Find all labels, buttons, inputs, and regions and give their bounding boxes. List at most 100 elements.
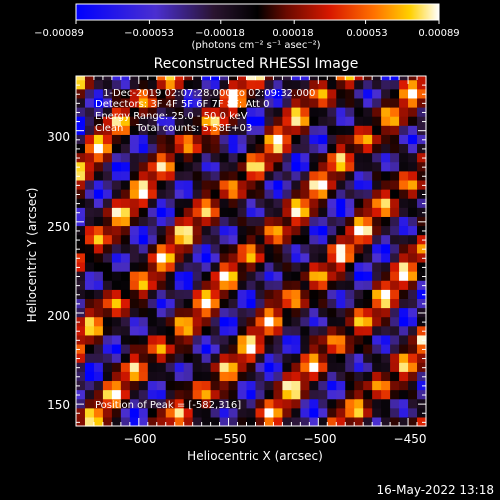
heatmap-cell: [129, 79, 140, 90]
heatmap-cell: [390, 79, 400, 90]
heatmap-cell: [76, 261, 86, 272]
heatmap-cell: [237, 416, 248, 427]
heatmap-cell: [390, 407, 400, 418]
heatmap-cell: [84, 380, 95, 391]
heatmap-cell: [327, 416, 337, 427]
heatmap-cell: [354, 207, 364, 217]
heatmap-cell: [327, 271, 337, 281]
heatmap-cell: [183, 307, 194, 318]
heatmap-cell: [120, 243, 131, 254]
heatmap-cell: [399, 198, 409, 208]
heatmap-cell: [228, 353, 239, 363]
heatmap-cell: [372, 371, 382, 382]
heatmap-cell: [363, 179, 373, 190]
heatmap-cell: [381, 134, 391, 145]
heatmap-cell: [201, 143, 212, 154]
heatmap-cell: [237, 398, 248, 409]
heatmap-cell: [76, 380, 86, 391]
heatmap-cell: [138, 97, 149, 108]
heatmap-cell: [408, 343, 418, 354]
heatmap-cell: [111, 170, 122, 181]
heatmap-cell: [147, 380, 158, 391]
heatmap-cell: [192, 325, 203, 336]
heatmap-cell: [76, 134, 86, 145]
heatmap-cell: [210, 216, 221, 227]
heatmap-cell: [237, 289, 248, 299]
heatmap-cell: [363, 316, 373, 327]
heatmap-cell: [93, 261, 104, 272]
heatmap-cell: [129, 252, 140, 263]
heatmap-cell: [120, 79, 131, 90]
heatmap-cell: [309, 343, 319, 354]
heatmap-cell: [228, 398, 239, 409]
heatmap-cell: [417, 325, 427, 336]
heatmap-cell: [363, 76, 373, 81]
heatmap-cell: [192, 353, 203, 363]
heatmap-cell: [417, 316, 427, 327]
heatmap-cell: [282, 334, 292, 345]
heatmap-cell: [318, 88, 328, 99]
heatmap-cell: [390, 334, 400, 345]
heatmap-cell: [174, 179, 185, 190]
heatmap-cell: [76, 170, 86, 181]
heatmap-cell: [372, 161, 382, 172]
heatmap-cell: [246, 261, 257, 272]
heatmap-cell: [282, 179, 292, 190]
heatmap-cell: [183, 234, 194, 245]
heatmap-cell: [309, 307, 319, 318]
heatmap-cell: [336, 243, 346, 254]
heatmap-cell: [129, 76, 140, 81]
heatmap-cell: [129, 234, 140, 245]
heatmap-cell: [354, 225, 364, 236]
heatmap-cell: [120, 271, 131, 281]
heatmap-cell: [399, 76, 409, 81]
heatmap-cell: [228, 252, 239, 263]
heatmap-cell: [399, 234, 409, 245]
heatmap-cell: [255, 389, 266, 400]
heatmap-cell: [255, 243, 266, 254]
heatmap-cell: [282, 353, 292, 363]
heatmap-cell: [93, 325, 104, 336]
heatmap-cell: [138, 389, 149, 400]
heatmap-cell: [318, 225, 328, 236]
heatmap-cell: [156, 371, 167, 382]
heatmap-cell: [219, 189, 230, 199]
heatmap-cell: [336, 179, 346, 190]
heatmap-cell: [102, 416, 113, 427]
heatmap-cell: [111, 343, 122, 354]
heatmap-cell: [210, 398, 221, 409]
heatmap-cell: [336, 116, 346, 126]
heatmap-cell: [381, 334, 391, 345]
heatmap-cell: [237, 143, 248, 154]
heatmap-cell: [408, 161, 418, 172]
heatmap-cell: [174, 325, 185, 336]
heatmap-cell: [138, 307, 149, 318]
heatmap-cell: [282, 371, 292, 382]
heatmap-cell: [309, 371, 319, 382]
y-tick-label-0: 150: [47, 398, 70, 412]
heatmap-cell: [120, 225, 131, 236]
heatmap-cell: [336, 307, 346, 318]
heatmap-cell: [156, 76, 167, 81]
heatmap-cell: [120, 380, 131, 391]
heatmap-cell: [93, 234, 104, 245]
heatmap-cell: [354, 362, 364, 372]
heatmap-cell: [219, 152, 230, 163]
heatmap-cell: [237, 170, 248, 181]
heatmap-cell: [408, 261, 418, 272]
heatmap-cell: [201, 407, 212, 418]
heatmap-cell: [309, 325, 319, 336]
heatmap-cell: [93, 161, 104, 172]
heatmap-cell: [102, 116, 113, 126]
heatmap-cell: [219, 289, 230, 299]
heatmap-cell: [336, 88, 346, 99]
heatmap-cell: [291, 116, 301, 126]
heatmap-cell: [417, 289, 427, 299]
heatmap-cell: [273, 334, 284, 345]
heatmap-cell: [372, 106, 382, 117]
heatmap-cell: [309, 380, 319, 391]
heatmap-cell: [390, 389, 400, 400]
heatmap-cell: [237, 353, 248, 363]
heatmap-cell: [354, 143, 364, 154]
heatmap-cell: [336, 143, 346, 154]
